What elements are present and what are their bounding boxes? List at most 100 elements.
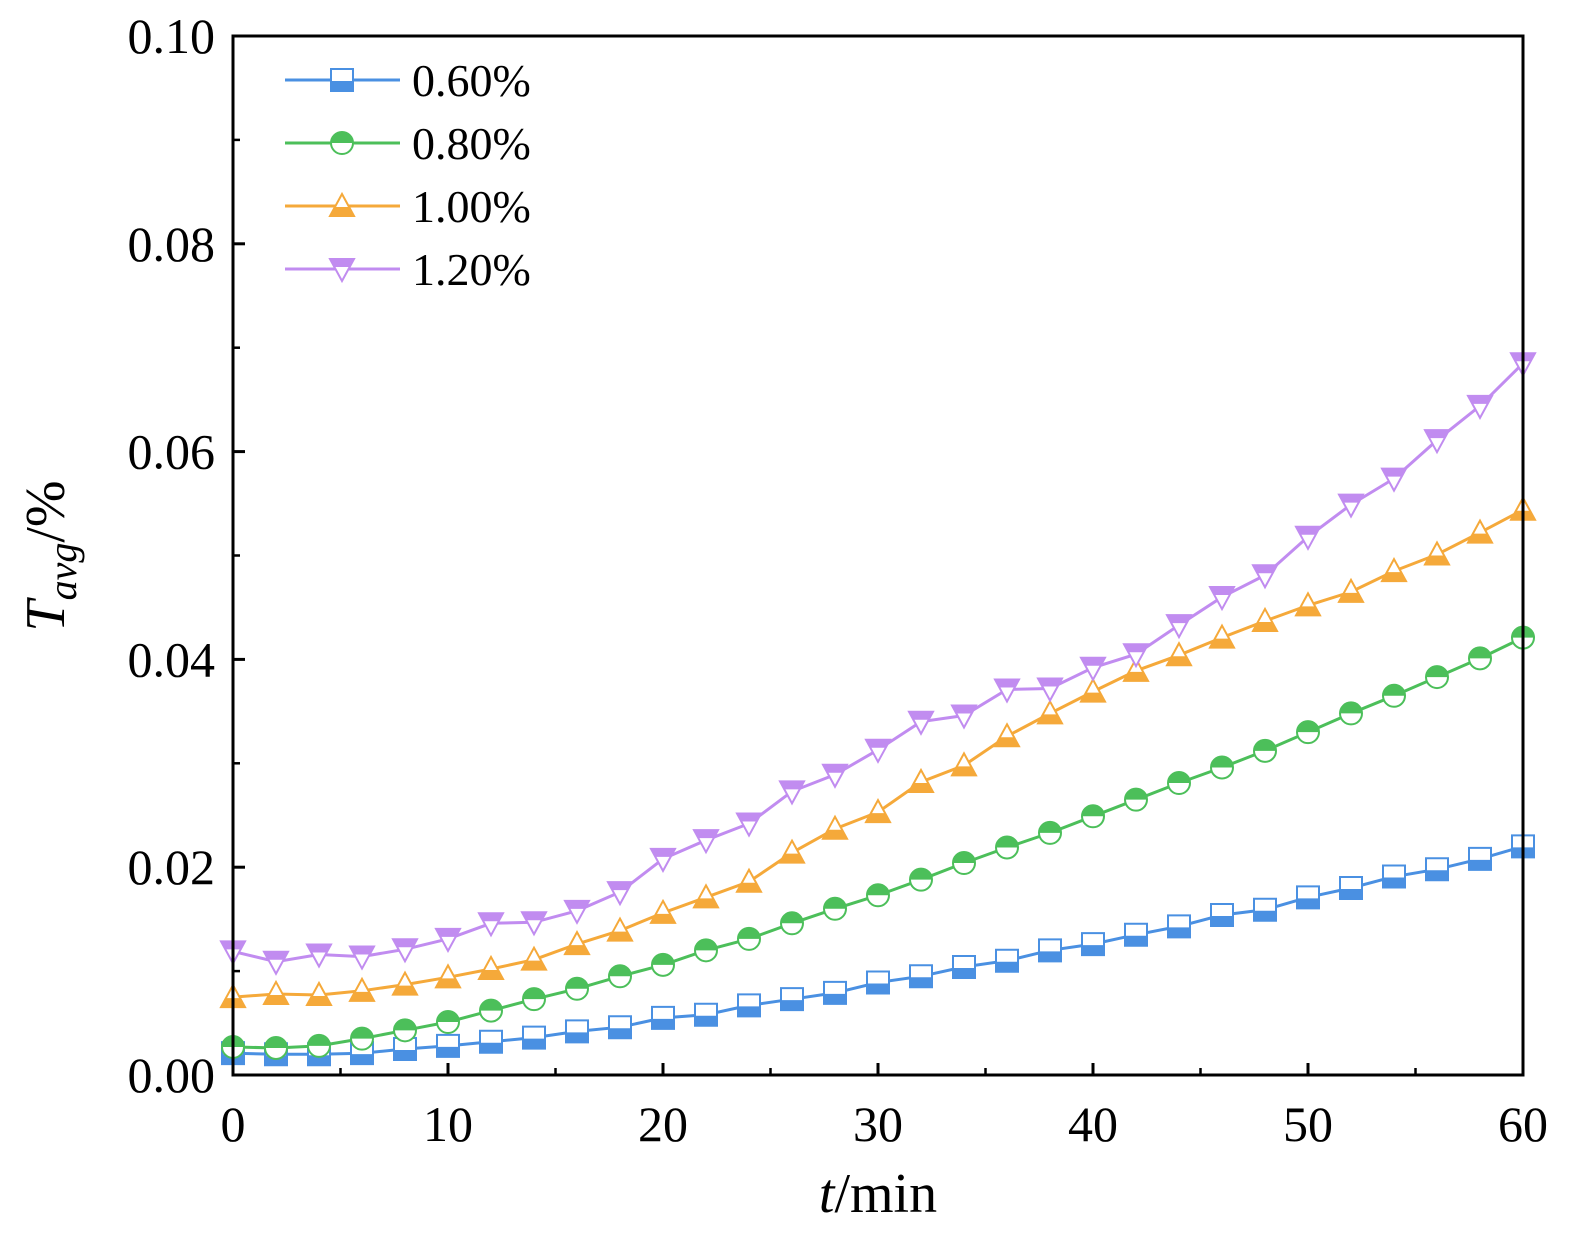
data-point bbox=[1208, 623, 1236, 649]
legend-item: 0.60% bbox=[285, 55, 531, 106]
data-point bbox=[478, 998, 504, 1023]
series-1.20% bbox=[219, 352, 1537, 976]
data-point bbox=[737, 993, 761, 1018]
data-point bbox=[821, 814, 849, 840]
data-point bbox=[606, 881, 634, 907]
data-point bbox=[864, 798, 892, 824]
data-point bbox=[1466, 394, 1494, 420]
data-point bbox=[477, 912, 505, 938]
data-point bbox=[649, 898, 677, 924]
data-point bbox=[735, 812, 763, 838]
data-point bbox=[434, 963, 462, 989]
data-point bbox=[563, 899, 591, 925]
data-point bbox=[434, 927, 462, 953]
legend-label: 1.20% bbox=[412, 244, 531, 295]
data-point bbox=[1210, 902, 1234, 927]
data-point bbox=[1380, 556, 1408, 583]
data-point bbox=[1382, 864, 1406, 889]
x-tick-label: 10 bbox=[423, 1096, 473, 1152]
data-point bbox=[908, 867, 934, 892]
data-point bbox=[995, 948, 1019, 973]
data-point bbox=[1467, 646, 1493, 671]
y-axis-title-unit: /% bbox=[15, 480, 77, 542]
y-axis-title-variable: T bbox=[15, 597, 77, 632]
x-tick-label: 30 bbox=[853, 1096, 903, 1152]
data-point bbox=[1468, 846, 1492, 871]
data-point bbox=[391, 938, 419, 964]
y-axis-title-subscript: avg bbox=[40, 543, 85, 601]
series-group bbox=[219, 352, 1537, 1067]
data-point bbox=[1208, 586, 1236, 612]
data-point bbox=[263, 1036, 289, 1060]
data-point bbox=[1294, 525, 1322, 551]
series-0.80% bbox=[220, 625, 1536, 1060]
data-point bbox=[1122, 643, 1150, 669]
legend-label: 0.60% bbox=[412, 55, 531, 106]
data-point bbox=[1209, 755, 1235, 780]
data-point bbox=[348, 976, 376, 1002]
series-0.60% bbox=[221, 834, 1535, 1067]
data-point bbox=[1079, 677, 1107, 703]
x-axis-title-unit: /min bbox=[834, 1163, 937, 1225]
data-point bbox=[305, 980, 333, 1006]
data-point bbox=[1253, 897, 1277, 922]
data-point bbox=[522, 1025, 546, 1050]
data-point bbox=[907, 710, 935, 736]
data-point bbox=[1080, 804, 1106, 829]
data-point bbox=[822, 896, 848, 921]
y-tick-label: 0.02 bbox=[128, 839, 216, 895]
data-point bbox=[348, 945, 376, 971]
data-point bbox=[436, 1033, 460, 1058]
legend-marker bbox=[330, 68, 354, 92]
data-point bbox=[907, 767, 935, 794]
data-point bbox=[1294, 591, 1322, 617]
data-point bbox=[262, 950, 290, 976]
x-tick-label: 50 bbox=[1283, 1096, 1333, 1152]
data-point bbox=[1424, 665, 1450, 689]
data-point bbox=[952, 954, 976, 979]
data-point bbox=[1510, 625, 1536, 650]
x-tick-label: 60 bbox=[1498, 1096, 1548, 1152]
data-point bbox=[607, 964, 633, 989]
data-point bbox=[736, 926, 762, 951]
data-point bbox=[262, 979, 290, 1005]
data-point bbox=[823, 980, 847, 1005]
y-tick-label: 0.06 bbox=[128, 424, 216, 480]
data-point bbox=[993, 722, 1021, 748]
series-1.00% bbox=[219, 495, 1537, 1009]
data-point bbox=[649, 847, 677, 873]
data-point bbox=[1337, 577, 1365, 603]
data-point bbox=[1339, 875, 1363, 900]
y-tick-label: 0.08 bbox=[128, 216, 216, 272]
x-tick-label: 40 bbox=[1068, 1096, 1118, 1152]
data-point bbox=[1425, 857, 1449, 882]
data-point bbox=[1123, 787, 1149, 812]
data-point bbox=[864, 738, 892, 764]
plot-frame bbox=[231, 34, 1525, 1077]
data-point bbox=[1337, 493, 1365, 519]
data-point bbox=[392, 1018, 418, 1043]
data-point bbox=[950, 751, 978, 777]
legend: 0.60% 0.80% 1.00% 1.20% bbox=[285, 55, 531, 295]
data-point bbox=[865, 883, 891, 908]
data-point bbox=[950, 704, 978, 730]
data-point bbox=[1165, 614, 1193, 640]
data-point bbox=[1036, 677, 1064, 703]
data-point bbox=[435, 1010, 461, 1034]
x-axis-title: t/min bbox=[819, 1163, 937, 1225]
data-point bbox=[1381, 683, 1407, 708]
data-point bbox=[306, 1033, 332, 1058]
data-point bbox=[1037, 820, 1063, 845]
data-point bbox=[1338, 701, 1364, 726]
data-point bbox=[1251, 564, 1279, 590]
data-point bbox=[1423, 429, 1451, 455]
y-tick-label: 0.10 bbox=[128, 8, 216, 64]
data-point bbox=[1122, 656, 1150, 682]
y-axis-title: Tavg/% bbox=[15, 480, 85, 631]
data-point bbox=[1296, 885, 1320, 910]
data-point bbox=[1423, 540, 1451, 566]
data-point bbox=[1036, 699, 1064, 725]
axis-ticks: 0 10 20 30 40 50 60 0.00 0.02 0.04 0.06 0.08 0.10 bbox=[128, 8, 1549, 1152]
data-point bbox=[780, 987, 804, 1012]
